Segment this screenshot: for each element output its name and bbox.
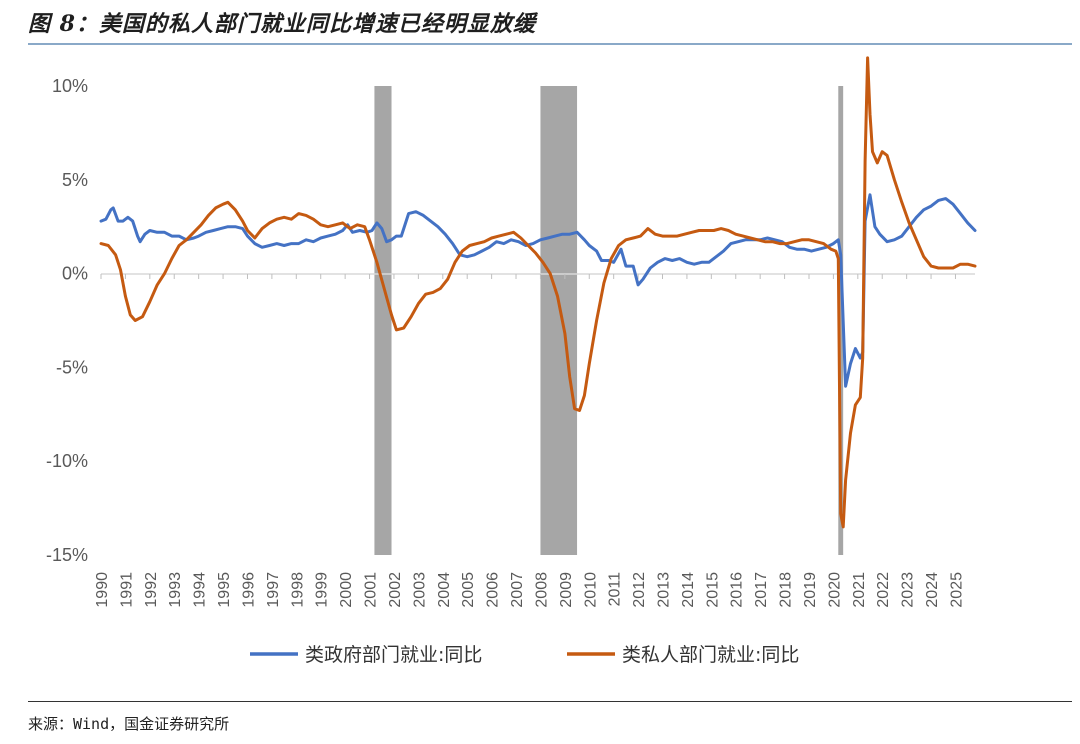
x-tick-label: 2002 xyxy=(387,572,404,608)
x-tick-label: 1993 xyxy=(167,572,184,608)
x-tick-label: 2001 xyxy=(363,572,380,608)
series-line-2 xyxy=(99,56,977,529)
recession-bands xyxy=(374,86,844,555)
x-tick-label: 2003 xyxy=(411,572,428,608)
x-tick-label: 2012 xyxy=(631,572,648,608)
series-line-1 xyxy=(99,193,977,388)
x-tick-label: 1996 xyxy=(240,572,257,608)
title-divider xyxy=(28,43,1072,45)
x-tick-label: 2019 xyxy=(802,572,819,608)
y-tick-label: -10% xyxy=(46,451,88,471)
figure-title: 图 8：美国的私人部门就业同比增速已经明显放缓 xyxy=(28,11,536,37)
x-tick-label: 1994 xyxy=(192,572,209,608)
y-tick-label: -5% xyxy=(56,357,88,377)
x-tick-label: 1998 xyxy=(289,572,306,608)
x-tick-label: 2013 xyxy=(656,572,673,608)
x-tick-label: 2018 xyxy=(778,572,795,608)
x-tick-label: 2011 xyxy=(607,572,624,607)
y-tick-label: 10% xyxy=(52,76,88,96)
y-tick-label: 0% xyxy=(62,264,88,284)
x-tick-label: 2000 xyxy=(338,572,355,608)
x-tick-label: 2006 xyxy=(485,572,502,608)
y-axis: 10% 5% 0% -5% -10% -15% xyxy=(46,76,88,565)
x-tick-label: 2021 xyxy=(851,572,868,608)
x-axis: 1990 1991 1992 1993 1994 1995 1996 1997 1998 1999… xyxy=(94,572,965,608)
y-tick-label: 5% xyxy=(62,170,88,190)
x-tick-label: 1991 xyxy=(118,572,135,608)
x-tick-label: 2009 xyxy=(558,572,575,608)
x-tick-label: 1999 xyxy=(314,572,331,608)
x-tick-label: 2016 xyxy=(729,572,746,608)
x-tick-label: 1992 xyxy=(143,572,160,608)
line-chart: 10%5%0%-5%-10%-15% 1990 1991 1992 1993 1994 1… xyxy=(46,56,977,666)
recession-band-1 xyxy=(374,86,392,555)
x-tick-label: 2010 xyxy=(582,572,599,608)
source-note: 来源：Wind，国金证券研究所 xyxy=(28,715,230,733)
x-tick-label: 2017 xyxy=(753,572,770,608)
x-tick-label: 2015 xyxy=(704,572,721,608)
x-tick-label: 2014 xyxy=(680,572,697,608)
recession-band-2 xyxy=(540,86,578,555)
footer-divider xyxy=(28,701,1072,702)
x-tick-label: 2008 xyxy=(533,572,550,608)
x-tick-label: 2007 xyxy=(509,572,526,608)
x-tick-label: 2025 xyxy=(948,572,965,608)
x-tick-label: 2023 xyxy=(900,572,917,608)
x-tick-label: 2005 xyxy=(460,572,477,608)
recession-band-3 xyxy=(838,86,844,555)
x-tick-label: 1997 xyxy=(265,572,282,608)
x-axis-tick-marks xyxy=(100,274,956,279)
y-tick-label: -15% xyxy=(46,545,88,565)
series-lines xyxy=(99,56,977,529)
x-tick-label: 1995 xyxy=(216,572,233,608)
x-tick-label: 2024 xyxy=(924,572,941,608)
x-tick-label: 2020 xyxy=(826,572,843,608)
legend-label-2: 类私人部门就业:同比 xyxy=(622,644,799,666)
x-tick-label: 2004 xyxy=(436,572,453,608)
x-tick-label: 2022 xyxy=(875,572,892,608)
legend-label-1: 类政府部门就业:同比 xyxy=(305,644,482,666)
legend: 类政府部门就业:同比 类私人部门就业:同比 xyxy=(250,644,799,666)
x-tick-label: 1990 xyxy=(94,572,111,608)
